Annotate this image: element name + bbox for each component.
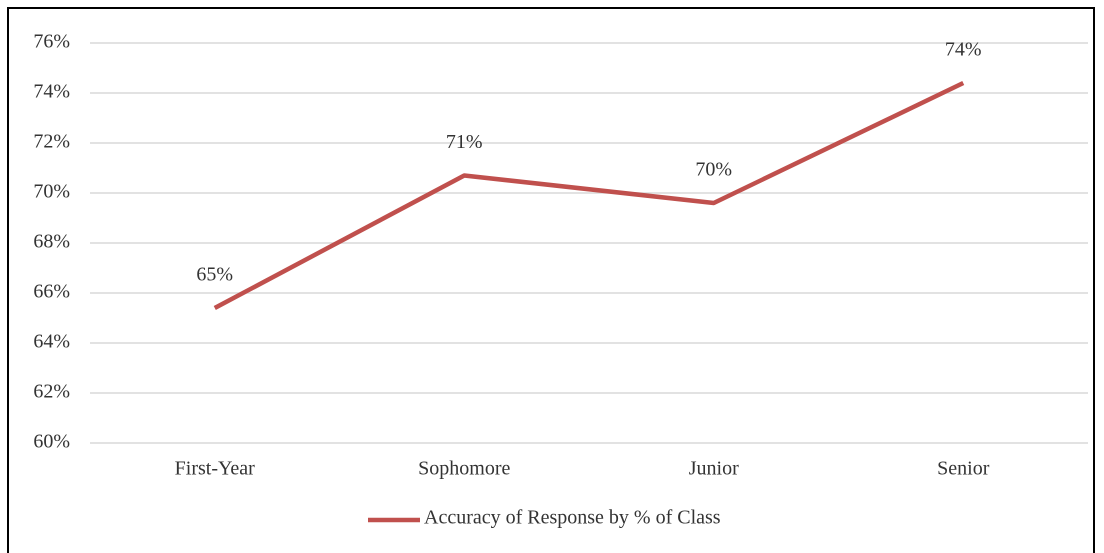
- y-tick-label: 60%: [33, 431, 70, 453]
- x-tick-label: First-Year: [175, 458, 256, 480]
- y-tick-label: 76%: [33, 31, 70, 53]
- data-label: 65%: [196, 264, 233, 286]
- data-label: 71%: [446, 131, 483, 153]
- y-tick-label: 66%: [33, 281, 70, 303]
- data-line: [213, 80, 965, 310]
- x-tick-label: Sophomore: [418, 458, 510, 480]
- y-tick-label: 72%: [33, 131, 70, 153]
- y-tick-label: 70%: [33, 181, 70, 203]
- y-tick-label: 68%: [33, 231, 70, 253]
- y-tick-label: 64%: [33, 331, 70, 353]
- data-label: 74%: [945, 39, 982, 61]
- x-tick-label: Senior: [937, 458, 990, 480]
- x-tick-label: Junior: [689, 458, 739, 480]
- y-tick-label: 74%: [33, 81, 70, 103]
- chart-frame: [7, 7, 1095, 553]
- legend-label: Accuracy of Response by % of Class: [424, 507, 721, 529]
- data-label: 70%: [695, 159, 732, 181]
- y-tick-label: 62%: [33, 381, 70, 403]
